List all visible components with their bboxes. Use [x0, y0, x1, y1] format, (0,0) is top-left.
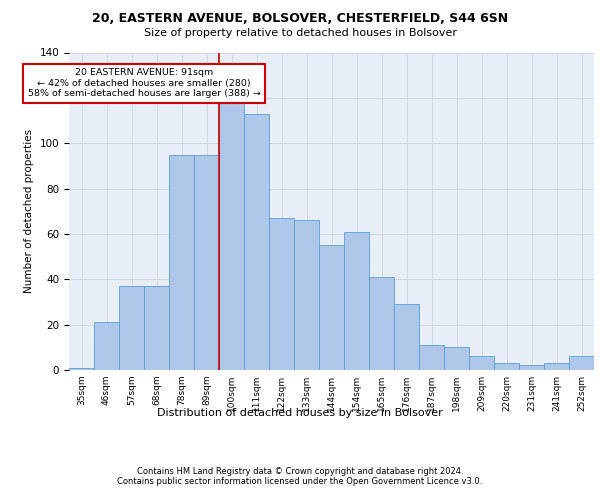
Text: 20 EASTERN AVENUE: 91sqm
← 42% of detached houses are smaller (280)
58% of semi-: 20 EASTERN AVENUE: 91sqm ← 42% of detach… [28, 68, 260, 98]
Bar [319, 246, 344, 370]
Bar [219, 100, 244, 370]
Bar [169, 154, 194, 370]
Bar [69, 368, 94, 370]
Bar [194, 154, 219, 370]
Y-axis label: Number of detached properties: Number of detached properties [24, 129, 34, 294]
Bar [119, 286, 144, 370]
Bar [294, 220, 319, 370]
Bar [544, 363, 569, 370]
Text: Contains public sector information licensed under the Open Government Licence v3: Contains public sector information licen… [118, 477, 482, 486]
Bar [569, 356, 594, 370]
Bar [444, 348, 469, 370]
Bar [494, 363, 519, 370]
Bar [419, 345, 444, 370]
Bar [369, 277, 394, 370]
Bar [344, 232, 369, 370]
Text: Contains HM Land Registry data © Crown copyright and database right 2024.: Contains HM Land Registry data © Crown c… [137, 467, 463, 476]
Bar [144, 286, 169, 370]
Bar [519, 366, 544, 370]
Bar [394, 304, 419, 370]
Text: Distribution of detached houses by size in Bolsover: Distribution of detached houses by size … [157, 408, 443, 418]
Bar [469, 356, 494, 370]
Bar [244, 114, 269, 370]
Text: 20, EASTERN AVENUE, BOLSOVER, CHESTERFIELD, S44 6SN: 20, EASTERN AVENUE, BOLSOVER, CHESTERFIE… [92, 12, 508, 26]
Text: Size of property relative to detached houses in Bolsover: Size of property relative to detached ho… [143, 28, 457, 38]
Bar [269, 218, 294, 370]
Bar [94, 322, 119, 370]
